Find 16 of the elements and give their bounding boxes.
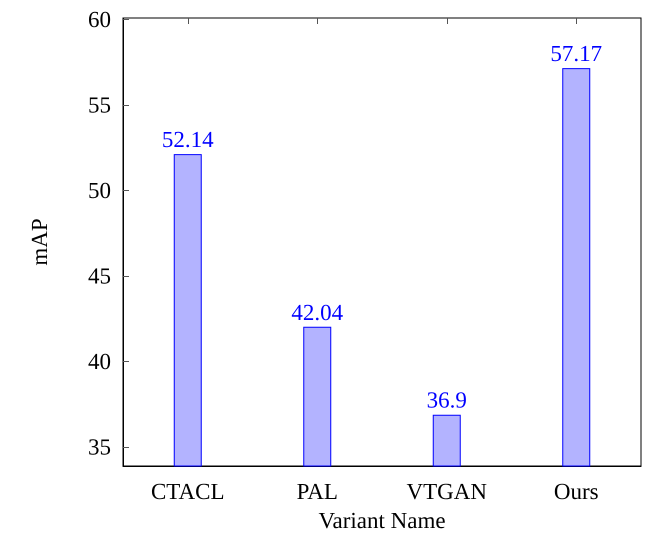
y-tick-label: 35 <box>88 434 111 460</box>
y-tick-label: 60 <box>88 7 111 32</box>
y-tick-label: 40 <box>88 349 111 374</box>
data-label: 52.14 <box>162 127 214 152</box>
data-label: 42.04 <box>291 300 344 325</box>
y-axis-title: mAP <box>27 218 52 266</box>
data-label: 57.17 <box>550 41 602 66</box>
y-tick-label: 50 <box>88 178 111 204</box>
y-tick-label: 55 <box>88 92 111 118</box>
x-tick-label: VTGAN <box>406 479 488 504</box>
x-tick-label: Ours <box>554 479 599 504</box>
x-tick-label: CTACL <box>150 479 225 504</box>
y-tick-label: 45 <box>88 264 111 289</box>
data-label: 36.9 <box>426 388 467 413</box>
x-tick-label: PAL <box>296 479 338 504</box>
x-axis-title: Variant Name <box>318 508 446 533</box>
